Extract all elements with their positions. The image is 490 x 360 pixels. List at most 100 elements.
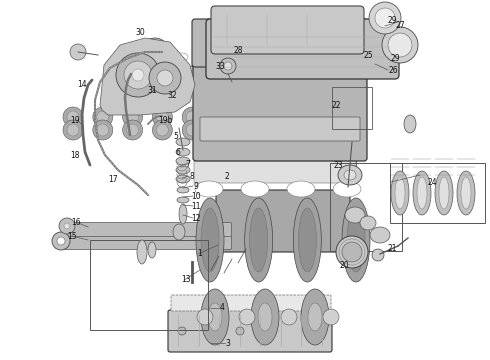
Ellipse shape — [176, 53, 188, 61]
Ellipse shape — [63, 120, 83, 140]
FancyBboxPatch shape — [64, 235, 231, 249]
Ellipse shape — [245, 53, 257, 61]
Ellipse shape — [97, 111, 109, 123]
Ellipse shape — [435, 171, 453, 215]
Text: 32: 32 — [167, 90, 177, 99]
Ellipse shape — [239, 309, 255, 325]
Ellipse shape — [391, 171, 409, 215]
Circle shape — [256, 327, 264, 335]
Ellipse shape — [216, 111, 228, 123]
Circle shape — [336, 236, 368, 268]
Ellipse shape — [176, 175, 190, 183]
Ellipse shape — [328, 126, 356, 162]
Text: 22: 22 — [331, 100, 341, 109]
Ellipse shape — [345, 207, 365, 223]
Ellipse shape — [251, 289, 279, 345]
Text: 5: 5 — [173, 131, 178, 140]
Ellipse shape — [210, 100, 220, 108]
Ellipse shape — [323, 309, 339, 325]
Ellipse shape — [258, 81, 264, 93]
Ellipse shape — [197, 309, 213, 325]
FancyBboxPatch shape — [168, 310, 332, 352]
Ellipse shape — [156, 111, 169, 123]
Ellipse shape — [152, 120, 172, 140]
Text: 16: 16 — [71, 217, 81, 226]
Ellipse shape — [176, 138, 190, 146]
Ellipse shape — [279, 53, 292, 61]
Ellipse shape — [301, 289, 329, 345]
Polygon shape — [100, 38, 195, 115]
Ellipse shape — [258, 133, 274, 155]
FancyBboxPatch shape — [216, 190, 350, 252]
Ellipse shape — [417, 177, 427, 209]
Circle shape — [148, 45, 162, 59]
Ellipse shape — [156, 124, 169, 136]
Ellipse shape — [360, 216, 376, 230]
FancyBboxPatch shape — [64, 222, 231, 237]
Ellipse shape — [308, 303, 322, 331]
Circle shape — [157, 70, 173, 86]
Ellipse shape — [212, 107, 232, 127]
Text: 29: 29 — [390, 54, 400, 63]
Ellipse shape — [208, 303, 222, 331]
Bar — [332, 87, 372, 129]
Circle shape — [64, 223, 70, 229]
Text: 6: 6 — [175, 148, 180, 157]
Text: 20: 20 — [339, 261, 349, 270]
Circle shape — [236, 327, 244, 335]
Bar — [196, 75, 356, 175]
Text: 18: 18 — [70, 150, 80, 159]
Bar — [390, 163, 485, 223]
Ellipse shape — [344, 170, 356, 180]
Text: 3: 3 — [225, 338, 230, 347]
Ellipse shape — [290, 126, 318, 162]
Ellipse shape — [122, 107, 143, 127]
Ellipse shape — [148, 242, 156, 258]
Ellipse shape — [258, 303, 272, 331]
Ellipse shape — [413, 171, 431, 215]
Text: 9: 9 — [194, 181, 198, 190]
Ellipse shape — [338, 165, 362, 185]
Ellipse shape — [457, 171, 475, 215]
Ellipse shape — [294, 198, 321, 282]
Ellipse shape — [177, 187, 189, 193]
Ellipse shape — [461, 177, 471, 209]
Text: 25: 25 — [363, 50, 373, 59]
Ellipse shape — [176, 166, 190, 174]
Circle shape — [372, 249, 384, 261]
Ellipse shape — [201, 208, 219, 272]
Text: 19: 19 — [70, 116, 80, 125]
Text: 28: 28 — [233, 45, 243, 54]
Circle shape — [149, 62, 181, 94]
Circle shape — [224, 62, 232, 70]
Ellipse shape — [179, 204, 187, 224]
Text: 30: 30 — [135, 27, 145, 36]
Ellipse shape — [287, 181, 315, 197]
Ellipse shape — [67, 111, 79, 123]
Circle shape — [116, 53, 160, 97]
Ellipse shape — [223, 97, 233, 105]
FancyBboxPatch shape — [200, 117, 360, 141]
Text: 24: 24 — [427, 177, 437, 186]
Ellipse shape — [63, 107, 83, 127]
Circle shape — [233, 35, 243, 45]
Text: 33: 33 — [215, 62, 225, 71]
Circle shape — [124, 61, 152, 89]
Ellipse shape — [216, 124, 228, 136]
Ellipse shape — [188, 66, 196, 90]
Ellipse shape — [176, 148, 190, 156]
Text: 23: 23 — [333, 161, 343, 170]
Ellipse shape — [220, 133, 236, 155]
Ellipse shape — [196, 198, 224, 282]
Text: 14: 14 — [77, 80, 87, 89]
Ellipse shape — [152, 107, 172, 127]
Text: 4: 4 — [220, 303, 224, 312]
Ellipse shape — [186, 111, 198, 123]
FancyBboxPatch shape — [194, 159, 356, 183]
Text: 27: 27 — [395, 21, 405, 30]
Ellipse shape — [177, 197, 189, 203]
Ellipse shape — [247, 82, 255, 98]
Circle shape — [226, 28, 250, 52]
Ellipse shape — [93, 107, 113, 127]
FancyBboxPatch shape — [192, 19, 368, 67]
